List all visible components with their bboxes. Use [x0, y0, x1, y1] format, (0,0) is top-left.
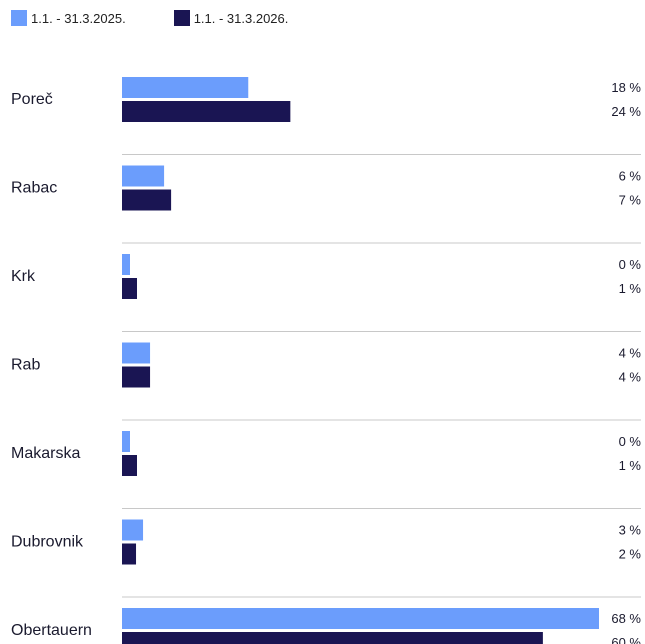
value-label-krk-series-0: 0 %	[619, 257, 642, 272]
bar-dubrovnik-series-1	[122, 543, 137, 565]
legend-swatch-2026	[173, 10, 190, 26]
bar-porec-series-0	[122, 77, 249, 98]
legend-item-2026: 1.1. - 31.3.2026.	[173, 10, 289, 26]
category-label-krk: Krk	[11, 268, 36, 285]
category-label-obertauern: Obertauern	[11, 622, 92, 639]
bar-obertauern-series-0	[122, 608, 599, 629]
value-label-dubrovnik-series-0: 3 %	[619, 523, 642, 538]
legend-label-2026: 1.1. - 31.3.2026.	[193, 10, 289, 26]
value-label-makarska-series-0: 0 %	[619, 434, 642, 449]
value-label-rab-series-0: 4 %	[619, 346, 642, 361]
category-label-rabac: Rabac	[11, 180, 57, 197]
value-label-obertauern-series-0: 68 %	[611, 611, 641, 626]
bar-makarska-series-0	[122, 431, 130, 452]
legend-label-2025: 1.1. - 31.3.2025.	[31, 10, 126, 26]
category-label-rab: Rab	[11, 357, 40, 374]
value-label-porec-series-1: 24 %	[611, 104, 641, 119]
bar-rabac-series-1	[122, 189, 172, 211]
bar-rabac-series-0	[122, 165, 165, 187]
category-label-makarska: Makarska	[11, 445, 80, 462]
bar-porec-series-1	[122, 101, 291, 122]
value-label-rabac-series-0: 6 %	[619, 169, 642, 184]
value-label-krk-series-1: 1 %	[619, 281, 642, 296]
legend-swatch-2025	[11, 10, 27, 26]
category-label-dubrovnik: Dubrovnik	[11, 534, 84, 551]
legend: 1.1. - 31.3.2025. 1.1. - 31.3.2026.	[11, 10, 336, 26]
value-label-makarska-series-1: 1 %	[619, 458, 642, 473]
bar-krk-series-0	[122, 254, 130, 275]
legend-item-2025: 1.1. - 31.3.2025.	[11, 10, 126, 26]
value-label-dubrovnik-series-1: 2 %	[619, 547, 642, 562]
value-label-obertauern-series-1: 60 %	[611, 635, 641, 644]
bar-rab-series-0	[122, 342, 151, 364]
value-label-porec-series-0: 18 %	[611, 80, 641, 95]
category-label-porec: Poreč	[11, 91, 53, 108]
bar-obertauern-series-1	[122, 632, 543, 644]
bar-dubrovnik-series-0	[122, 519, 144, 541]
value-label-rabac-series-1: 7 %	[619, 193, 642, 208]
bar-rab-series-1	[122, 366, 151, 388]
value-label-rab-series-1: 4 %	[619, 370, 642, 385]
bar-makarska-series-1	[122, 455, 137, 476]
bar-krk-series-1	[122, 278, 137, 299]
